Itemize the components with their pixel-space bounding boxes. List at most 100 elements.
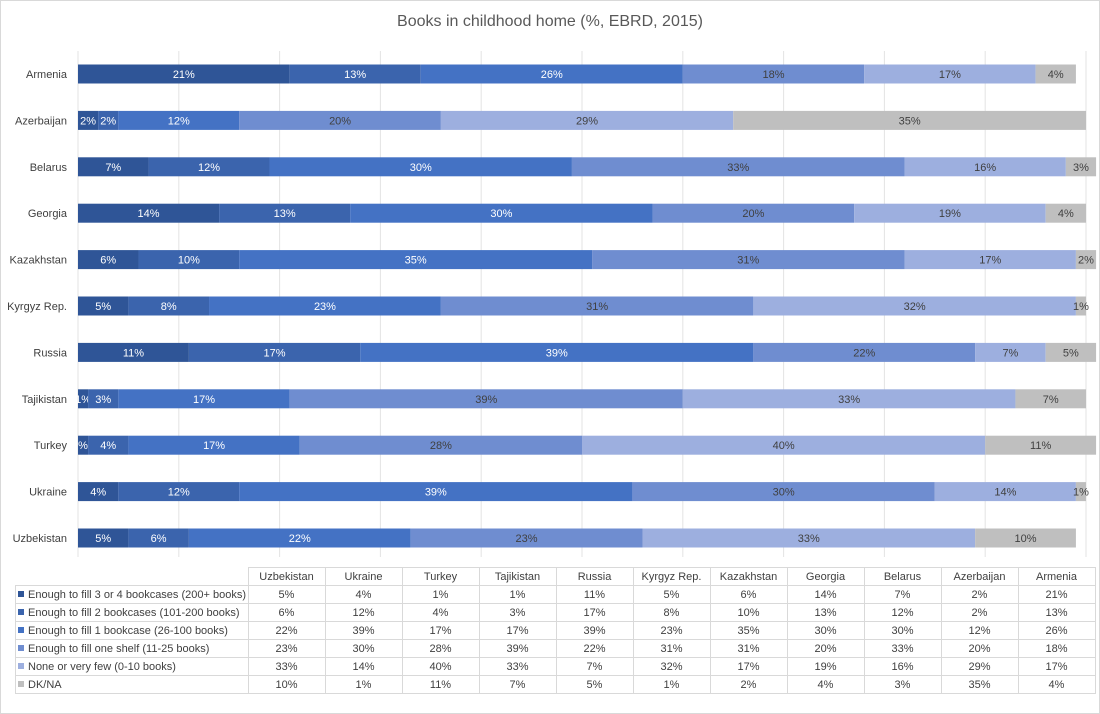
bar-data-label: 11% — [123, 347, 144, 359]
bar-segment — [934, 482, 1076, 502]
bar-data-label: 1% — [1073, 301, 1089, 313]
bar-segment — [1075, 296, 1086, 316]
table-cell: 6% — [709, 585, 788, 604]
table-cell: 23% — [247, 639, 326, 658]
table-column-header: Kyrgyz Rep. — [632, 567, 711, 586]
bar-data-label: 7% — [105, 162, 121, 174]
table-cell: 11% — [555, 585, 634, 604]
table-cell: 7% — [863, 585, 942, 604]
bar-segment — [78, 296, 129, 316]
bar-segment — [78, 389, 89, 409]
bar-data-label: 4% — [1048, 69, 1064, 81]
table-cell: 39% — [555, 621, 634, 640]
table-cell: 6% — [247, 603, 326, 622]
bar-segment — [753, 342, 976, 362]
bar-segment — [350, 203, 653, 223]
bar-segment — [1035, 64, 1076, 84]
bar-segment — [128, 528, 189, 548]
bar-data-label: 8% — [161, 301, 177, 313]
bar-data-label: 7% — [1043, 394, 1059, 406]
table-cell: 20% — [940, 639, 1019, 658]
bar-segment — [78, 482, 119, 502]
bar-segment — [1065, 157, 1097, 177]
table-cell: 30% — [863, 621, 942, 640]
bar-data-label: 30% — [490, 208, 512, 220]
legend-swatch — [18, 680, 24, 687]
bar-data-label: 30% — [410, 162, 432, 174]
table-column-header: Turkey — [401, 567, 480, 586]
bar-segment — [904, 157, 1066, 177]
category-label: Azerbaijan — [15, 115, 67, 127]
table-cell: 31% — [709, 639, 788, 658]
bar-segment — [128, 296, 210, 316]
table-cell: 20% — [786, 639, 865, 658]
bar-segment — [289, 64, 421, 84]
table-cell: 32% — [632, 657, 711, 676]
stacked-bar-chart: Armenia 21% 13% 26% 18% 17% 4% Azerbaijan 2% 2% 12… — [7, 51, 1097, 557]
table-cell: 12% — [863, 603, 942, 622]
bar-data-label: 3% — [95, 394, 111, 406]
legend-label: Enough to fill 2 bookcases (101-200 book… — [28, 606, 240, 619]
bar-data-label: 18% — [763, 69, 785, 81]
table-cell: 35% — [940, 675, 1019, 694]
table-cell: 10% — [709, 603, 788, 622]
bar-segment — [440, 110, 734, 130]
table-column-header: Azerbaijan — [940, 567, 1019, 586]
bar-data-label: 31% — [737, 255, 759, 267]
bar-segment — [632, 482, 935, 502]
bar-segment — [128, 435, 300, 455]
bar-data-label: 30% — [773, 487, 795, 499]
bar-segment — [78, 435, 89, 455]
bar-data-label: 17% — [979, 255, 1001, 267]
table-cell: 5% — [632, 585, 711, 604]
bar-data-label: 28% — [430, 440, 452, 452]
table-row: Enough to fill 1 bookcase (26-100 books)… — [15, 621, 1096, 640]
table-cell: 2% — [709, 675, 788, 694]
bar-data-label: 2% — [1078, 255, 1094, 267]
table-row: Enough to fill one shelf (11-25 books) 23… — [15, 639, 1096, 658]
bar-data-label: 39% — [475, 394, 497, 406]
legend-entry: Enough to fill one shelf (11-25 books) — [15, 639, 249, 658]
bar-segment — [239, 250, 593, 270]
category-label: Georgia — [28, 208, 68, 220]
bar-data-label: 12% — [168, 115, 190, 127]
bar-data-label: 35% — [899, 115, 921, 127]
bar-segment — [360, 342, 754, 362]
bar-data-label: 35% — [405, 255, 427, 267]
table-cell: 35% — [709, 621, 788, 640]
bar-segment — [975, 342, 1046, 362]
data-table: Uzbekistan Ukraine Turkey Tajikistan Russia K… — [15, 567, 1096, 694]
bar-segment — [78, 64, 290, 84]
bar-data-label: 13% — [274, 208, 296, 220]
bar-segment — [188, 528, 411, 548]
bar-segment — [78, 342, 189, 362]
bar-data-label: 20% — [329, 115, 351, 127]
legend-swatch — [18, 626, 24, 633]
table-cell: 28% — [401, 639, 480, 658]
table-cell: 17% — [555, 603, 634, 622]
table-cell: 33% — [247, 657, 326, 676]
bar-segment — [118, 110, 240, 130]
category-label: Kazakhstan — [10, 255, 67, 267]
bar-data-label: 10% — [178, 255, 200, 267]
table-cell: 23% — [632, 621, 711, 640]
bar-segment — [118, 482, 240, 502]
bar-segment — [118, 389, 290, 409]
bar-segment — [88, 389, 119, 409]
bar-data-label: 2% — [100, 115, 116, 127]
bar-data-label: 33% — [838, 394, 860, 406]
table-column-header: Armenia — [1017, 567, 1096, 586]
table-row: DK/NA 10% 1% 11% 7% 5% 1% 2% 4% 3% 35% 4% — [15, 675, 1096, 694]
table-cell: 31% — [632, 639, 711, 658]
table-cell: 1% — [401, 585, 480, 604]
bar-segment — [78, 110, 99, 130]
table-cell: 13% — [786, 603, 865, 622]
bar-data-label: 20% — [742, 208, 764, 220]
bar-segment — [98, 110, 119, 130]
bar-data-label: 1% — [75, 394, 91, 406]
bar-segment — [975, 528, 1076, 548]
bar-data-label: 17% — [203, 440, 225, 452]
bar-segment — [239, 110, 441, 130]
table-cell: 1% — [478, 585, 557, 604]
table-cell: 7% — [478, 675, 557, 694]
